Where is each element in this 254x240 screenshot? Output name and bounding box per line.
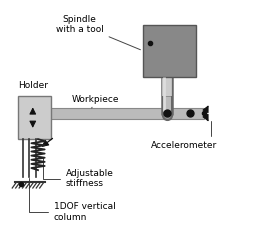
Bar bbox=[18, 96, 51, 139]
Text: Accelerometer: Accelerometer bbox=[151, 121, 217, 150]
Text: Workpiece: Workpiece bbox=[71, 96, 118, 108]
Text: 1DOF vertical
column: 1DOF vertical column bbox=[29, 178, 115, 222]
Text: Spindle
with a tool: Spindle with a tool bbox=[56, 15, 140, 50]
Bar bbox=[40, 107, 50, 126]
Bar bbox=[44, 108, 203, 119]
Text: Adjustable
stiffness: Adjustable stiffness bbox=[43, 157, 113, 188]
Bar bbox=[142, 24, 195, 77]
Text: Holder: Holder bbox=[18, 81, 47, 90]
